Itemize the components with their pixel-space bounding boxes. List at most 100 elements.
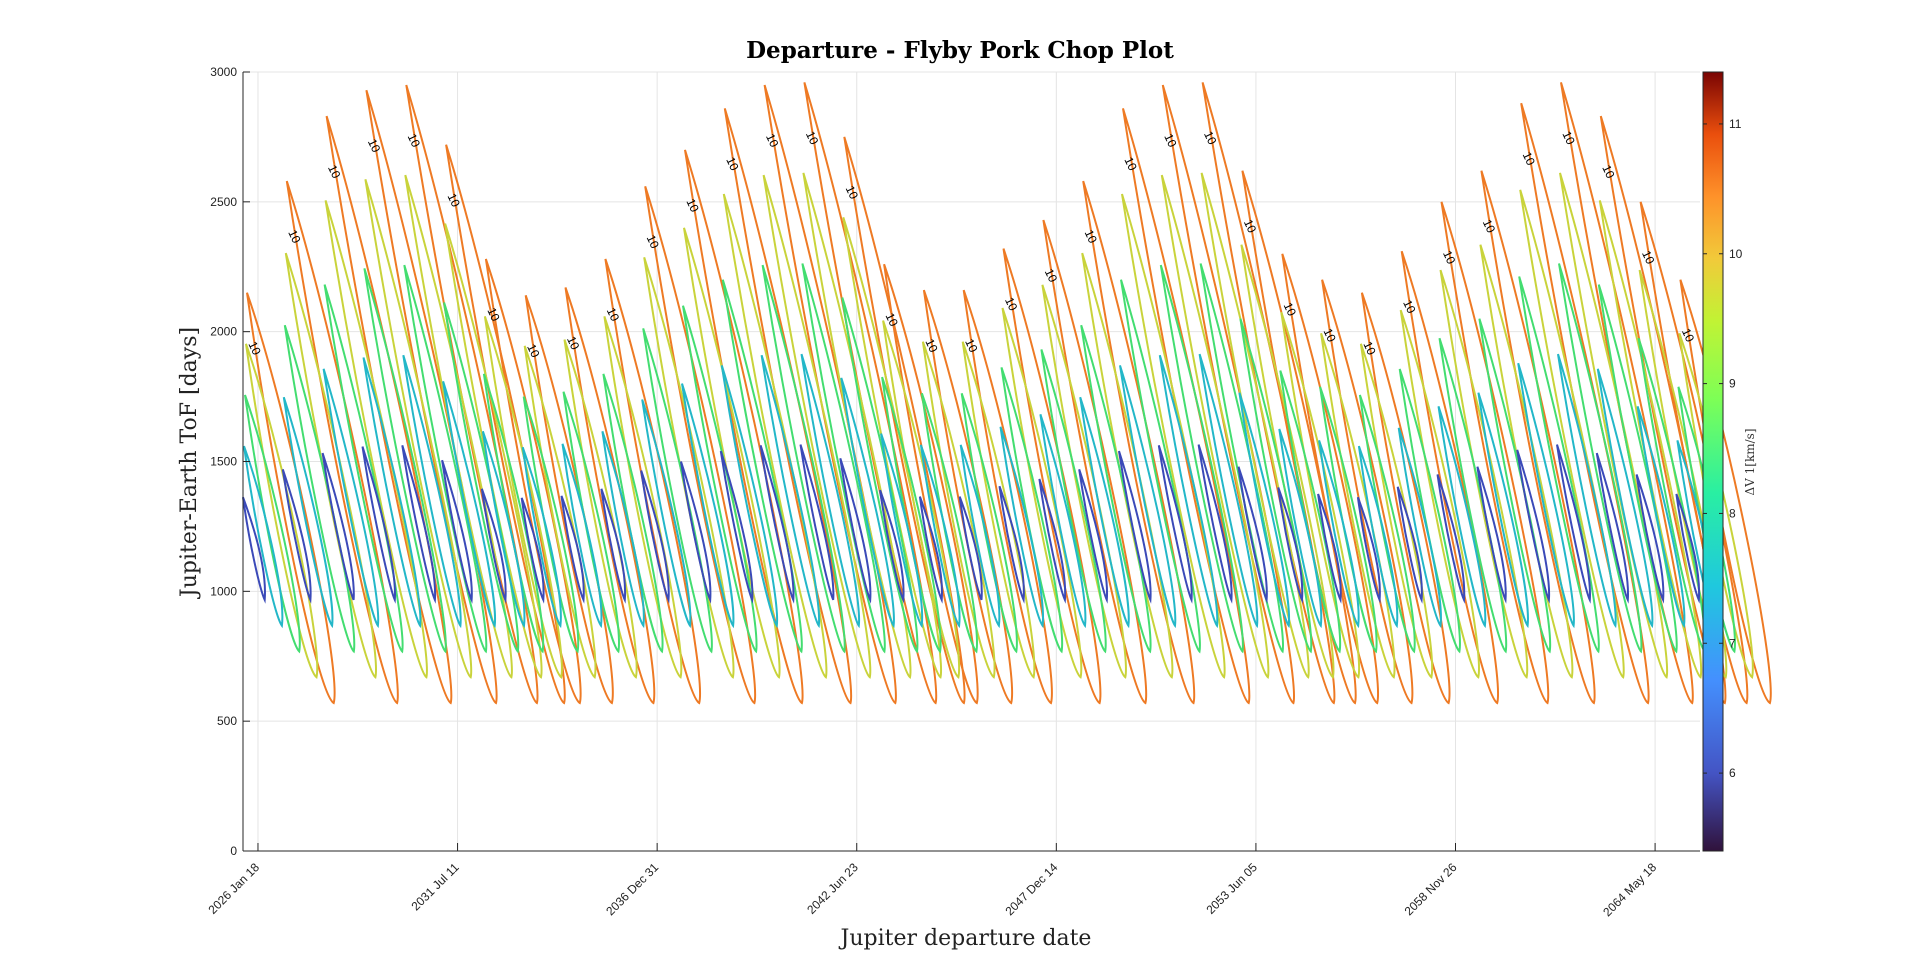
- contour-line-level-8: [801, 263, 886, 654]
- x-tick-label: 2042 Jun 23: [804, 860, 861, 917]
- contour-line-level-9: [1081, 252, 1174, 679]
- contour-line-level-6: [321, 452, 355, 601]
- contour-line-level-10: [1002, 248, 1102, 705]
- y-axis-ticks: 0 500 1000 1500 2000 2500 3000: [210, 65, 250, 858]
- contour-line-level-8: [682, 305, 758, 654]
- colorbar-tick-label: 8: [1729, 506, 1736, 520]
- contour-line-level-6: [401, 444, 437, 604]
- contour-line-level-6: [1635, 474, 1665, 604]
- contour-label: 10: [1321, 326, 1339, 344]
- contour-line-level-6: [1516, 449, 1551, 604]
- contour-line-level-10: [246, 292, 336, 705]
- contour-line-level-6: [1556, 444, 1591, 604]
- contour-line-level-7: [1517, 362, 1575, 629]
- contour-line-level-8: [1558, 263, 1643, 654]
- contour-label: 10: [604, 305, 622, 323]
- contour-line-level-10: [1241, 170, 1357, 705]
- colorbar: [1702, 71, 1724, 852]
- contour-line-level-7: [919, 444, 961, 629]
- contour-line-level-7: [760, 354, 821, 629]
- contour-line-level-9: [1359, 343, 1434, 679]
- contour-line-level-7: [1158, 354, 1219, 629]
- contour-line-level-7: [1198, 353, 1259, 629]
- contour-line-level-8: [1040, 349, 1107, 654]
- contour-line-level-6: [839, 457, 872, 604]
- x-tick-label: 2036 Dec 31: [603, 860, 661, 918]
- contour-label: 10: [1042, 266, 1060, 284]
- contour-line-level-9: [961, 341, 1036, 679]
- contour-line-level-8: [1279, 370, 1342, 654]
- contour-line-level-6: [1675, 493, 1701, 604]
- contour-label: 10: [445, 191, 463, 209]
- contour-line-level-7: [243, 445, 284, 629]
- contour-label: 10: [325, 163, 343, 181]
- contour-line-level-9: [324, 200, 428, 679]
- contour-line-level-10: [1560, 82, 1694, 705]
- contour-label: 10: [1599, 163, 1617, 181]
- contour-line-level-8: [443, 302, 520, 654]
- contour-line-level-8: [1080, 324, 1152, 654]
- y-tick-label: 1000: [210, 584, 237, 598]
- contour-line-level-9: [364, 179, 473, 679]
- contour-line-level-6: [1237, 466, 1268, 604]
- contour-line-level-8: [1398, 368, 1461, 654]
- contour-label: 10: [883, 311, 901, 329]
- x-tick-label: 2026 Jan 18: [205, 860, 262, 917]
- contour-line-level-8: [1518, 276, 1600, 654]
- contour-line-level-6: [1197, 444, 1233, 604]
- contour-line-level-9: [523, 345, 597, 679]
- contour-line-level-7: [282, 396, 334, 629]
- contour-line-level-6: [1595, 452, 1629, 604]
- contour-line-level-9: [722, 193, 828, 679]
- contour-label: 10: [922, 337, 940, 355]
- contour-label: 10: [1161, 131, 1179, 149]
- contour-line-level-10: [1400, 250, 1499, 705]
- contour-line-level-7: [681, 383, 735, 629]
- contour-line-level-10: [564, 287, 656, 705]
- contour-line-level-8: [881, 376, 942, 654]
- contour-line-level-6: [600, 488, 627, 604]
- contour-line-level-6: [242, 496, 266, 604]
- contour-line-level-6: [1118, 450, 1152, 604]
- y-tick-label: 500: [217, 714, 237, 728]
- contour-labels: 10 10 10 10 10 10 10 10 10 10 10 10 10 10 10 10 10 10 10 10…: [245, 129, 1697, 360]
- contour-line-level-6: [361, 446, 396, 604]
- colorbar-tick-label: 9: [1729, 377, 1736, 391]
- contour-line-level-7: [959, 444, 1001, 629]
- contour-line-level-7: [561, 443, 603, 629]
- contour-line-level-9: [1280, 311, 1361, 679]
- contour-line-level-10: [763, 84, 897, 705]
- contour-line-level-8: [1239, 318, 1313, 654]
- contour-line-level-6: [918, 496, 943, 604]
- contour-line-level-7: [800, 353, 861, 629]
- contour-line-level-10: [922, 289, 1013, 705]
- colorbar-tick-label: 6: [1729, 766, 1736, 780]
- contour-line-level-8: [602, 373, 664, 654]
- contour-line-level-9: [921, 341, 996, 679]
- y-tick-label: 0: [230, 844, 237, 858]
- contour-line-level-6: [1157, 444, 1193, 604]
- contour-line-level-7: [999, 426, 1044, 629]
- contour-label: 10: [644, 233, 662, 251]
- contour-label: 10: [1679, 326, 1697, 344]
- contour-label: 10: [1201, 129, 1219, 147]
- contour-line-level-9: [1160, 174, 1270, 679]
- contour-line-level-6: [1038, 478, 1067, 604]
- contour-line-level-9: [1320, 332, 1396, 679]
- contour-line-level-8: [642, 328, 713, 654]
- contour-curves: [242, 82, 1772, 705]
- y-tick-label: 2500: [210, 195, 237, 209]
- contour-label: 10: [524, 342, 542, 360]
- contour-line-level-10: [285, 180, 399, 705]
- x-tick-label: 2064 May 18: [1600, 860, 1659, 919]
- contour-label: 10: [843, 183, 861, 201]
- contour-line-level-8: [841, 297, 919, 654]
- x-tick-label: 2058 Nov 26: [1402, 860, 1460, 918]
- contour-line-level-6: [441, 459, 473, 604]
- contour-line-level-9: [563, 339, 638, 679]
- contour-line-level-8: [1478, 318, 1552, 654]
- contour-line-level-9: [284, 252, 377, 679]
- contour-line-level-6: [1277, 487, 1304, 604]
- contour-label: 10: [803, 129, 821, 147]
